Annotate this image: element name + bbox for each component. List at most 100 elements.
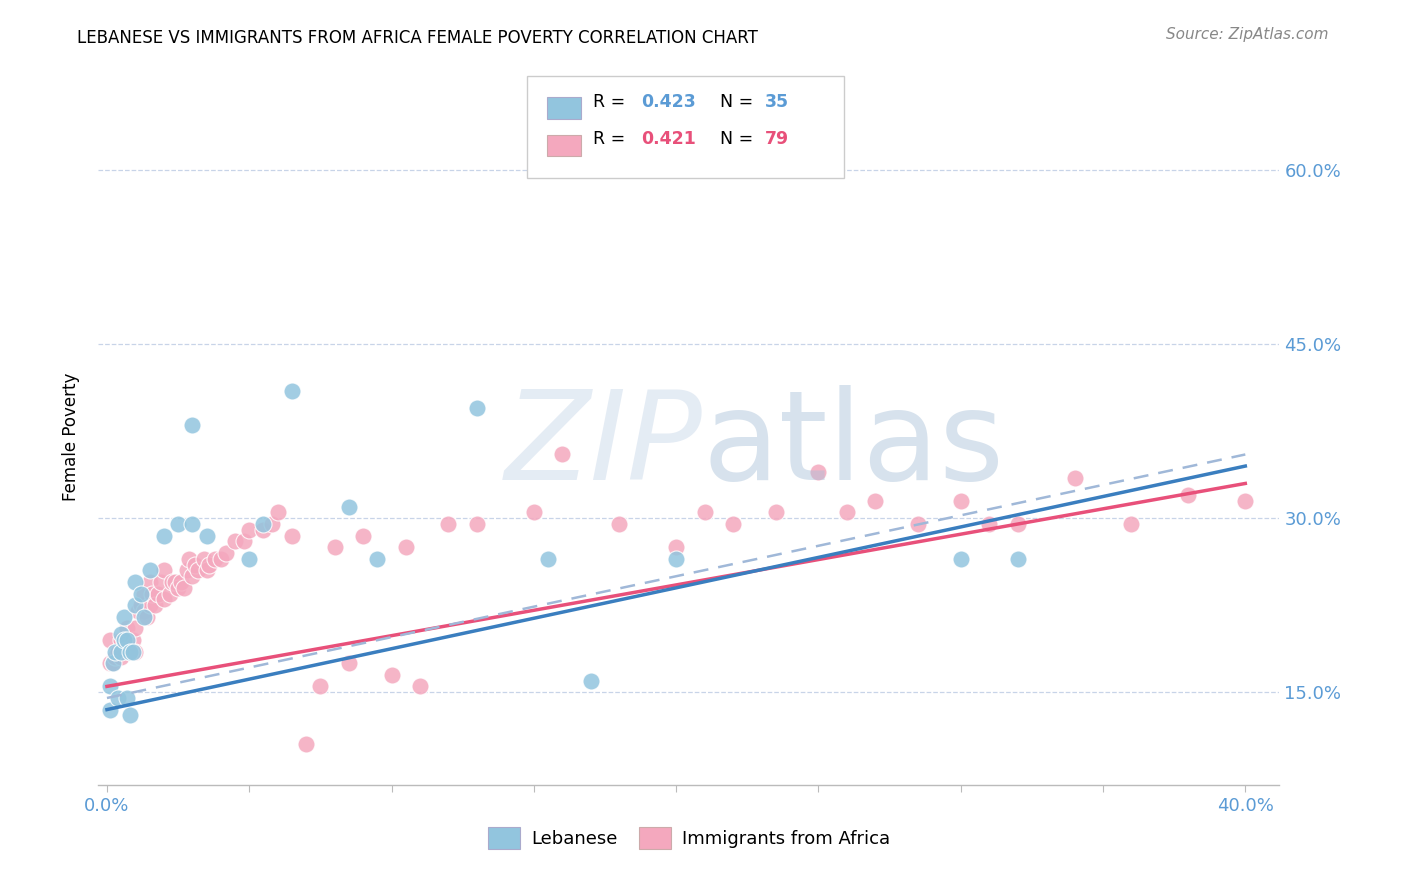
Point xyxy=(949,493,972,508)
Point xyxy=(181,418,204,433)
Point xyxy=(187,564,209,578)
Point xyxy=(118,644,141,658)
Point xyxy=(115,621,138,635)
Point xyxy=(721,516,744,531)
Point xyxy=(129,587,152,601)
Point xyxy=(110,627,132,641)
Point xyxy=(170,574,193,589)
Point xyxy=(110,650,132,665)
Point xyxy=(110,633,132,648)
Point xyxy=(193,551,215,566)
Point xyxy=(949,551,972,566)
Point xyxy=(765,505,787,519)
Point xyxy=(132,610,155,624)
Point xyxy=(138,598,160,612)
Text: R =: R = xyxy=(593,130,631,148)
Point xyxy=(104,650,127,665)
Point xyxy=(551,448,574,462)
Point xyxy=(112,633,135,648)
Point xyxy=(176,564,198,578)
Text: atlas: atlas xyxy=(703,385,1005,507)
Point xyxy=(537,551,560,566)
Point xyxy=(115,633,138,648)
Point xyxy=(607,516,630,531)
Point xyxy=(309,680,332,694)
Point xyxy=(1121,516,1143,531)
Point xyxy=(807,465,830,479)
Point xyxy=(98,703,121,717)
Point xyxy=(124,621,146,635)
Point xyxy=(323,540,346,554)
Text: Source: ZipAtlas.com: Source: ZipAtlas.com xyxy=(1166,27,1329,42)
Point xyxy=(112,610,135,624)
Point xyxy=(352,528,374,542)
Point xyxy=(98,657,121,671)
Point xyxy=(579,673,602,688)
Text: 0.423: 0.423 xyxy=(641,93,696,111)
Point xyxy=(153,592,176,607)
Point xyxy=(115,639,138,653)
Point xyxy=(232,534,254,549)
Point xyxy=(409,680,432,694)
Point xyxy=(523,505,546,519)
Point xyxy=(252,523,274,537)
Point xyxy=(132,587,155,601)
Point xyxy=(209,551,232,566)
Point xyxy=(395,540,418,554)
Point xyxy=(215,546,238,560)
Point xyxy=(167,581,190,595)
Point xyxy=(141,587,163,601)
Point xyxy=(135,610,157,624)
Point xyxy=(865,493,887,508)
Point xyxy=(138,564,160,578)
Point xyxy=(380,667,402,681)
Point xyxy=(224,534,246,549)
Point xyxy=(107,690,129,705)
Point xyxy=(238,523,260,537)
Text: N =: N = xyxy=(709,93,758,111)
Point xyxy=(173,581,195,595)
Point xyxy=(148,587,170,601)
Point xyxy=(184,558,207,572)
Point xyxy=(1177,488,1199,502)
Text: N =: N = xyxy=(709,130,758,148)
Point xyxy=(104,644,127,658)
Point xyxy=(165,574,187,589)
Point xyxy=(98,633,121,648)
Text: 0.421: 0.421 xyxy=(641,130,696,148)
Point xyxy=(179,551,201,566)
Point xyxy=(107,644,129,658)
Point xyxy=(129,598,152,612)
Point xyxy=(835,505,858,519)
Point xyxy=(153,528,176,542)
Y-axis label: Female Poverty: Female Poverty xyxy=(62,373,80,501)
Legend: Lebanese, Immigrants from Africa: Lebanese, Immigrants from Africa xyxy=(481,820,897,856)
Point xyxy=(260,516,283,531)
Point xyxy=(121,633,143,648)
Point xyxy=(204,551,226,566)
Point xyxy=(337,500,360,514)
Point xyxy=(118,644,141,658)
Point xyxy=(143,598,166,612)
Text: LEBANESE VS IMMIGRANTS FROM AFRICA FEMALE POVERTY CORRELATION CHART: LEBANESE VS IMMIGRANTS FROM AFRICA FEMAL… xyxy=(77,29,758,47)
Point xyxy=(195,528,218,542)
Point xyxy=(153,564,176,578)
Point xyxy=(167,516,190,531)
Point xyxy=(1063,470,1085,484)
Point xyxy=(437,516,460,531)
Point xyxy=(465,401,488,415)
Point xyxy=(979,516,1001,531)
Point xyxy=(665,540,688,554)
Point xyxy=(127,604,149,618)
Point xyxy=(252,516,274,531)
Text: 79: 79 xyxy=(765,130,789,148)
Point xyxy=(366,551,388,566)
Point xyxy=(465,516,488,531)
Point xyxy=(162,574,184,589)
Point xyxy=(124,598,146,612)
Point xyxy=(337,657,360,671)
Point xyxy=(115,690,138,705)
Point xyxy=(110,644,132,658)
Point xyxy=(138,574,160,589)
Text: R =: R = xyxy=(593,93,631,111)
